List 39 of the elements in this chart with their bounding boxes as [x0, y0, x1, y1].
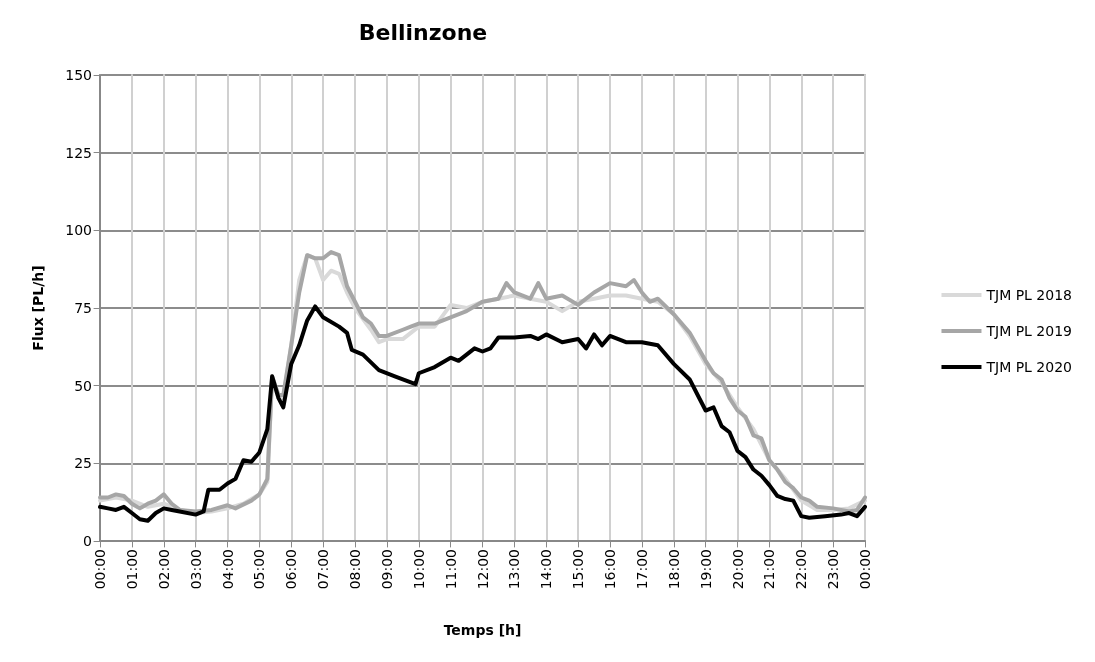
x-tick-label: 05:00 — [251, 549, 268, 590]
x-tick-label: 14:00 — [538, 549, 555, 590]
chart-title: Bellinzone — [358, 19, 488, 45]
x-tick-label: 20:00 — [729, 549, 746, 590]
x-tick-label: 09:00 — [378, 549, 395, 590]
x-tick-label: 15:00 — [570, 549, 587, 590]
legend-label: TJM PL 2019 — [985, 323, 1072, 339]
y-tick-label: 100 — [65, 222, 92, 239]
x-tick-label: 03:00 — [187, 549, 204, 590]
y-tick-label: 50 — [74, 377, 92, 394]
x-tick-label: 02:00 — [155, 549, 172, 590]
x-tick-label: 21:00 — [761, 549, 778, 590]
legend-label: TJM PL 2018 — [985, 287, 1072, 303]
x-tick-label: 00:00 — [857, 549, 873, 590]
x-tick-label: 07:00 — [315, 549, 332, 590]
x-tick-label: 04:00 — [219, 549, 236, 590]
x-tick-label: 08:00 — [347, 549, 363, 590]
y-tick-label: 75 — [74, 300, 92, 316]
x-tick-label: 19:00 — [697, 549, 714, 590]
x-tick-label: 23:00 — [825, 549, 842, 590]
x-tick-label: 17:00 — [633, 549, 650, 590]
x-tick-label: 12:00 — [474, 549, 491, 590]
x-tick-label: 10:00 — [410, 549, 427, 590]
y-tick-label: 0 — [83, 533, 92, 549]
y-tick-label: 150 — [65, 67, 92, 83]
x-tick-label: 13:00 — [506, 549, 523, 590]
y-tick-label: 25 — [74, 455, 92, 472]
y-tick-label: 125 — [65, 144, 92, 161]
line-series — [98, 304, 867, 523]
y-axis-title: Flux [PL/h] — [30, 265, 46, 351]
x-tick-label: 16:00 — [602, 549, 618, 590]
x-tick-label: 00:00 — [92, 549, 108, 590]
x-tick-label: 01:00 — [123, 549, 140, 590]
x-axis-title: Temps [h] — [443, 622, 522, 638]
x-tick-label: 22:00 — [793, 549, 810, 590]
x-tick-label: 11:00 — [442, 549, 459, 590]
x-tick-label: 06:00 — [283, 549, 300, 590]
x-tick-label: 18:00 — [665, 549, 682, 590]
legend-label: TJM PL 2020 — [985, 359, 1072, 375]
